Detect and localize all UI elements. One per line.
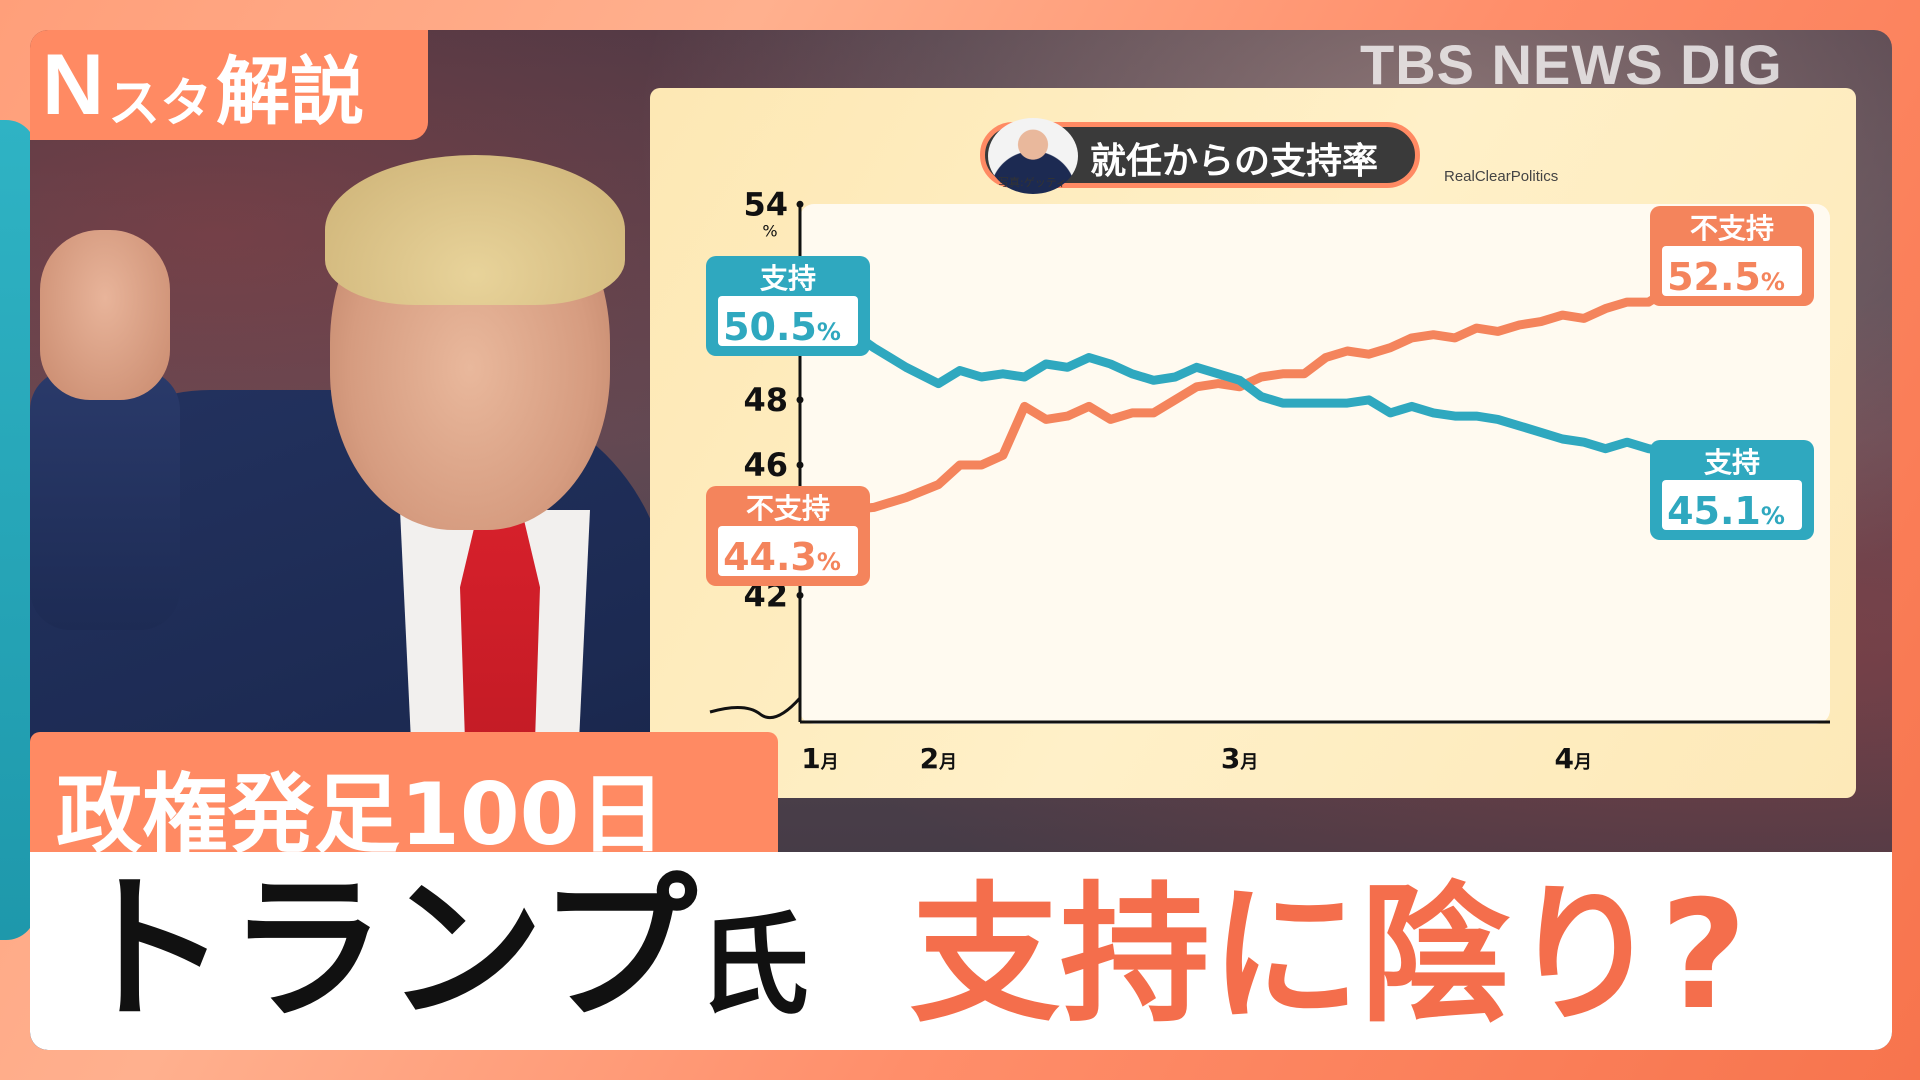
subtitle-band [30,732,778,856]
headline-black: トランプ氏 [70,858,810,1042]
raised-arm-shape [30,370,180,630]
approve-end-callout-label: 支持 [1704,446,1760,479]
line-chart: 42444648505254%1月2月3月4月支持50.5%不支持44.3%不支… [706,185,1830,775]
badge-kaisetsu: 解説 [216,48,365,135]
y-unit-label: % [762,221,777,240]
approve-line [815,313,1804,499]
photo-credit: 写真:ゲッティ [998,176,1068,189]
fist-shape [40,230,170,400]
watermark-logo: TBS NEWS DIG [1360,33,1783,96]
title-avatar [988,118,1078,194]
x-tick-label: 3月 [1221,742,1258,775]
approve-start-callout-label: 支持 [760,262,816,295]
x-tick-label: 2月 [920,742,957,775]
disapprove-start-callout-value: 44.3% [723,535,841,579]
hair-shape [325,155,625,305]
subtitle-text: 政権発足100日 [56,765,666,865]
y-tick-dot [796,591,804,599]
disapprove-end-callout: 不支持 52.5% [1650,206,1814,306]
disapprove-line [815,248,1804,525]
chart-title: 就任からの支持率 [1090,141,1379,182]
approve-start-callout-value: 50.5% [723,305,841,349]
approve-end-callout-value-box [1662,480,1802,530]
headline-red: 支持に陰り? [910,869,1748,1043]
disapprove-start-callout-label: 不支持 [746,492,830,525]
disapprove-end-callout-label: 不支持 [1690,212,1774,245]
y-tick-dot [796,396,804,404]
y-tick-label: 48 [743,381,788,419]
approve-start-callout: 支持 50.5% [706,256,870,356]
headline-band [30,852,1892,1050]
disapprove-start-callout: 不支持 44.3% [706,486,870,586]
y-tick-dot [796,200,804,208]
x-tick-label: 1月 [801,742,838,775]
axis-break [709,697,802,719]
badge-n: N [42,37,105,133]
chart-panel: 写真:ゲッティ 就任からの支持率 RealClearPolitics 42444… [650,88,1856,798]
approve-start-callout-value-box [718,296,858,346]
x-tick-label: 4月 [1555,742,1592,775]
approve-end-callout: 支持 45.1% [1650,440,1814,540]
y-tick-dot [796,461,804,469]
program-badge: N スタ 解説 [30,30,428,140]
headline-name: トランプ [70,858,698,1042]
badge-sta: スタ [108,73,213,134]
disapprove-end-callout-value-box [1662,246,1802,296]
chart-source: RealClearPolitics [1444,168,1559,185]
headline-suffix: 氏 [697,901,810,1031]
y-tick-label: 46 [743,446,788,484]
disapprove-end-callout-value: 52.5% [1667,255,1785,299]
approve-end-callout-value: 45.1% [1667,489,1785,533]
disapprove-start-callout-value-box [718,526,858,576]
y-tick-label: 54 [743,185,788,223]
